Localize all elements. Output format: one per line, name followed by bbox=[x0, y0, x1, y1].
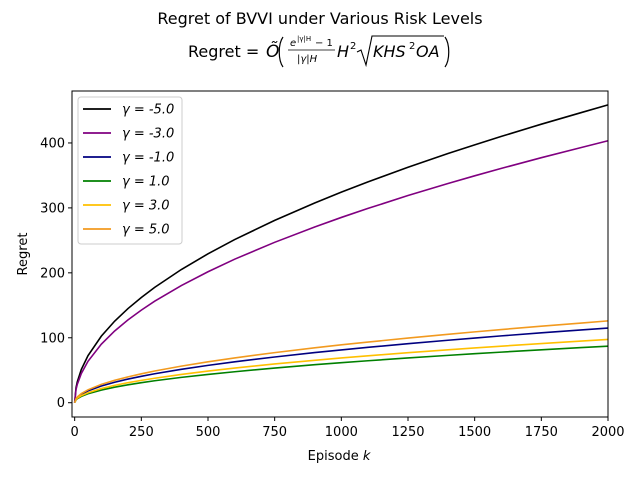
svg-text:e: e bbox=[290, 38, 296, 49]
legend-label-6: γ = 5.0 bbox=[122, 223, 170, 238]
y-axis-label: Regret bbox=[16, 233, 31, 276]
legend-label-5: γ = 3.0 bbox=[122, 199, 170, 214]
y-tick-label: 300 bbox=[40, 201, 65, 216]
svg-text:H: H bbox=[337, 42, 349, 61]
x-axis-ticks: 0 250 500 750 1000 1250 1500 1750 2000 bbox=[71, 417, 625, 440]
chart-subtitle: Regret = Õ e |γ|H − 1 |γ|H H 2 KHS 2 OA bbox=[188, 35, 450, 68]
series-line-5 bbox=[73, 338, 609, 404]
legend-label-2: γ = -3.0 bbox=[122, 127, 174, 142]
svg-text:2: 2 bbox=[350, 41, 356, 52]
series-line-4 bbox=[73, 345, 609, 404]
x-tick-label: 1000 bbox=[325, 425, 358, 440]
x-tick-label: 1250 bbox=[391, 425, 424, 440]
svg-text:KHS: KHS bbox=[373, 42, 406, 61]
svg-text:|γ|H: |γ|H bbox=[297, 35, 311, 43]
plot-lines bbox=[73, 104, 609, 404]
x-axis-label: Episode k bbox=[308, 449, 371, 464]
x-tick-label: 750 bbox=[262, 425, 287, 440]
legend: γ = -5.0 γ = -3.0 γ = -1.0 γ = 1.0 γ = 3.0 γ … bbox=[77, 96, 183, 245]
x-tick-label: 1750 bbox=[525, 425, 558, 440]
series-line-1 bbox=[73, 104, 609, 403]
svg-text:Regret =: Regret = bbox=[188, 42, 259, 61]
y-tick-label: 200 bbox=[40, 266, 65, 281]
x-tick-label: 2000 bbox=[591, 425, 624, 440]
x-tick-label: 250 bbox=[129, 425, 154, 440]
svg-text:− 1: − 1 bbox=[315, 38, 333, 49]
legend-label-1: γ = -5.0 bbox=[122, 103, 174, 118]
legend-label-3: γ = -1.0 bbox=[122, 151, 174, 166]
plot-frame bbox=[71, 90, 609, 418]
y-tick-label: 400 bbox=[40, 136, 65, 151]
series-line-2 bbox=[73, 139, 609, 403]
chart-title: Regret of BVVI under Various Risk Levels bbox=[157, 9, 482, 28]
legend-label-4: γ = 1.0 bbox=[122, 175, 170, 190]
x-tick-label: 1500 bbox=[458, 425, 491, 440]
x-tick-label: 0 bbox=[71, 425, 79, 440]
series-line-6 bbox=[73, 320, 609, 403]
y-axis-ticks: 0 100 200 300 400 bbox=[40, 136, 72, 411]
svg-text:2: 2 bbox=[409, 41, 415, 52]
x-tick-label: 500 bbox=[196, 425, 221, 440]
svg-text:Õ: Õ bbox=[266, 40, 279, 62]
y-tick-label: 100 bbox=[40, 331, 65, 346]
series-line-3 bbox=[73, 327, 609, 403]
svg-text:|γ|H: |γ|H bbox=[297, 54, 318, 65]
y-tick-label: 0 bbox=[57, 396, 65, 411]
svg-text:OA: OA bbox=[416, 42, 440, 61]
